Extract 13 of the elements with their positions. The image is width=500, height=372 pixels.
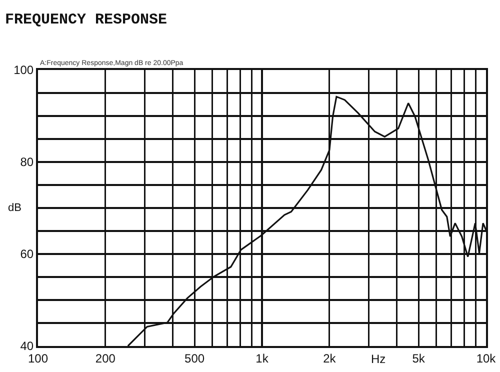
y-tick-label: 40	[20, 339, 34, 354]
x-tick-label: 500	[184, 351, 205, 366]
y-tick-label: 60	[20, 247, 34, 262]
y-tick-label: 80	[20, 155, 34, 170]
x-tick-label: 200	[95, 351, 116, 366]
x-tick-label: 1k	[256, 351, 270, 366]
y-tick-label: 100	[14, 63, 34, 78]
chart-title: FREQUENCY RESPONSE	[5, 12, 168, 29]
x-tick-label: 2k	[323, 351, 337, 366]
y-axis-title: dB	[8, 202, 22, 214]
x-tick-label: 5k	[412, 351, 426, 366]
x-tick-label: 10k	[476, 351, 497, 366]
x-axis-title: Hz	[371, 352, 386, 366]
